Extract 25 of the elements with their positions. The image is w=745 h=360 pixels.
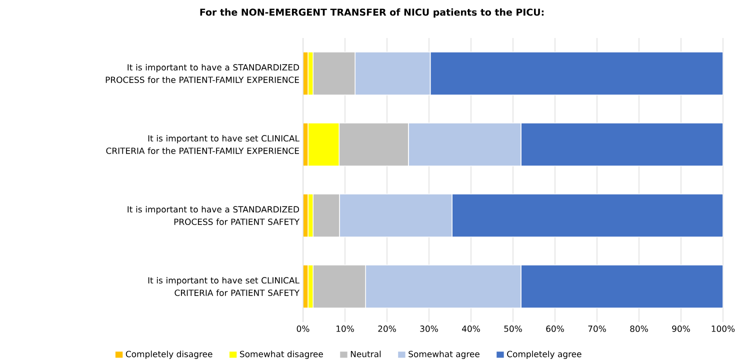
x-tick-label: 90%	[672, 326, 690, 332]
legend-label: Somewhat agree	[408, 350, 480, 359]
y-tick-label: It is important to have a STANDARDIZED PROCESS for PATIENT SAFETY	[128, 206, 300, 226]
x-tick-label: 80%	[630, 326, 648, 332]
x-tick-label: 100%	[712, 326, 735, 332]
bar	[520, 264, 724, 308]
x-tick-label: 0%	[296, 326, 310, 332]
x-tick-label: 40%	[462, 326, 480, 332]
x-tick-label: 10%	[336, 326, 354, 332]
x-tick-label: 50%	[504, 326, 522, 332]
bar	[452, 194, 724, 238]
bar	[520, 122, 724, 166]
x-tick-label: 30%	[420, 326, 438, 332]
legend-label: Completely disagree	[126, 350, 212, 359]
y-tick-label: It is important to have set CLINICAL CRITERIA for PATIENT SAFETY	[148, 276, 300, 296]
x-tick-label: 20%	[378, 326, 396, 332]
legend-label: Somewhat disagree	[240, 350, 323, 359]
chart-title: For the NON-EMERGENT TRANSFER of NICU patients to the PICU:	[200, 8, 544, 18]
x-tick-label: 70%	[588, 326, 606, 332]
y-tick-label: It is important to have set CLINICAL CRITERIA for the PATIENT-FAMILY EXPERIENCE	[106, 134, 300, 154]
y-tick-label: It is important to have a STANDARDIZED PROCESS for the PATIENT-FAMILY EXPERIENCE	[106, 64, 299, 84]
legend-label: Neutral	[350, 350, 381, 358]
legend-label: Completely agree	[507, 350, 582, 359]
x-tick-label: 60%	[546, 326, 564, 332]
bar	[430, 52, 724, 96]
